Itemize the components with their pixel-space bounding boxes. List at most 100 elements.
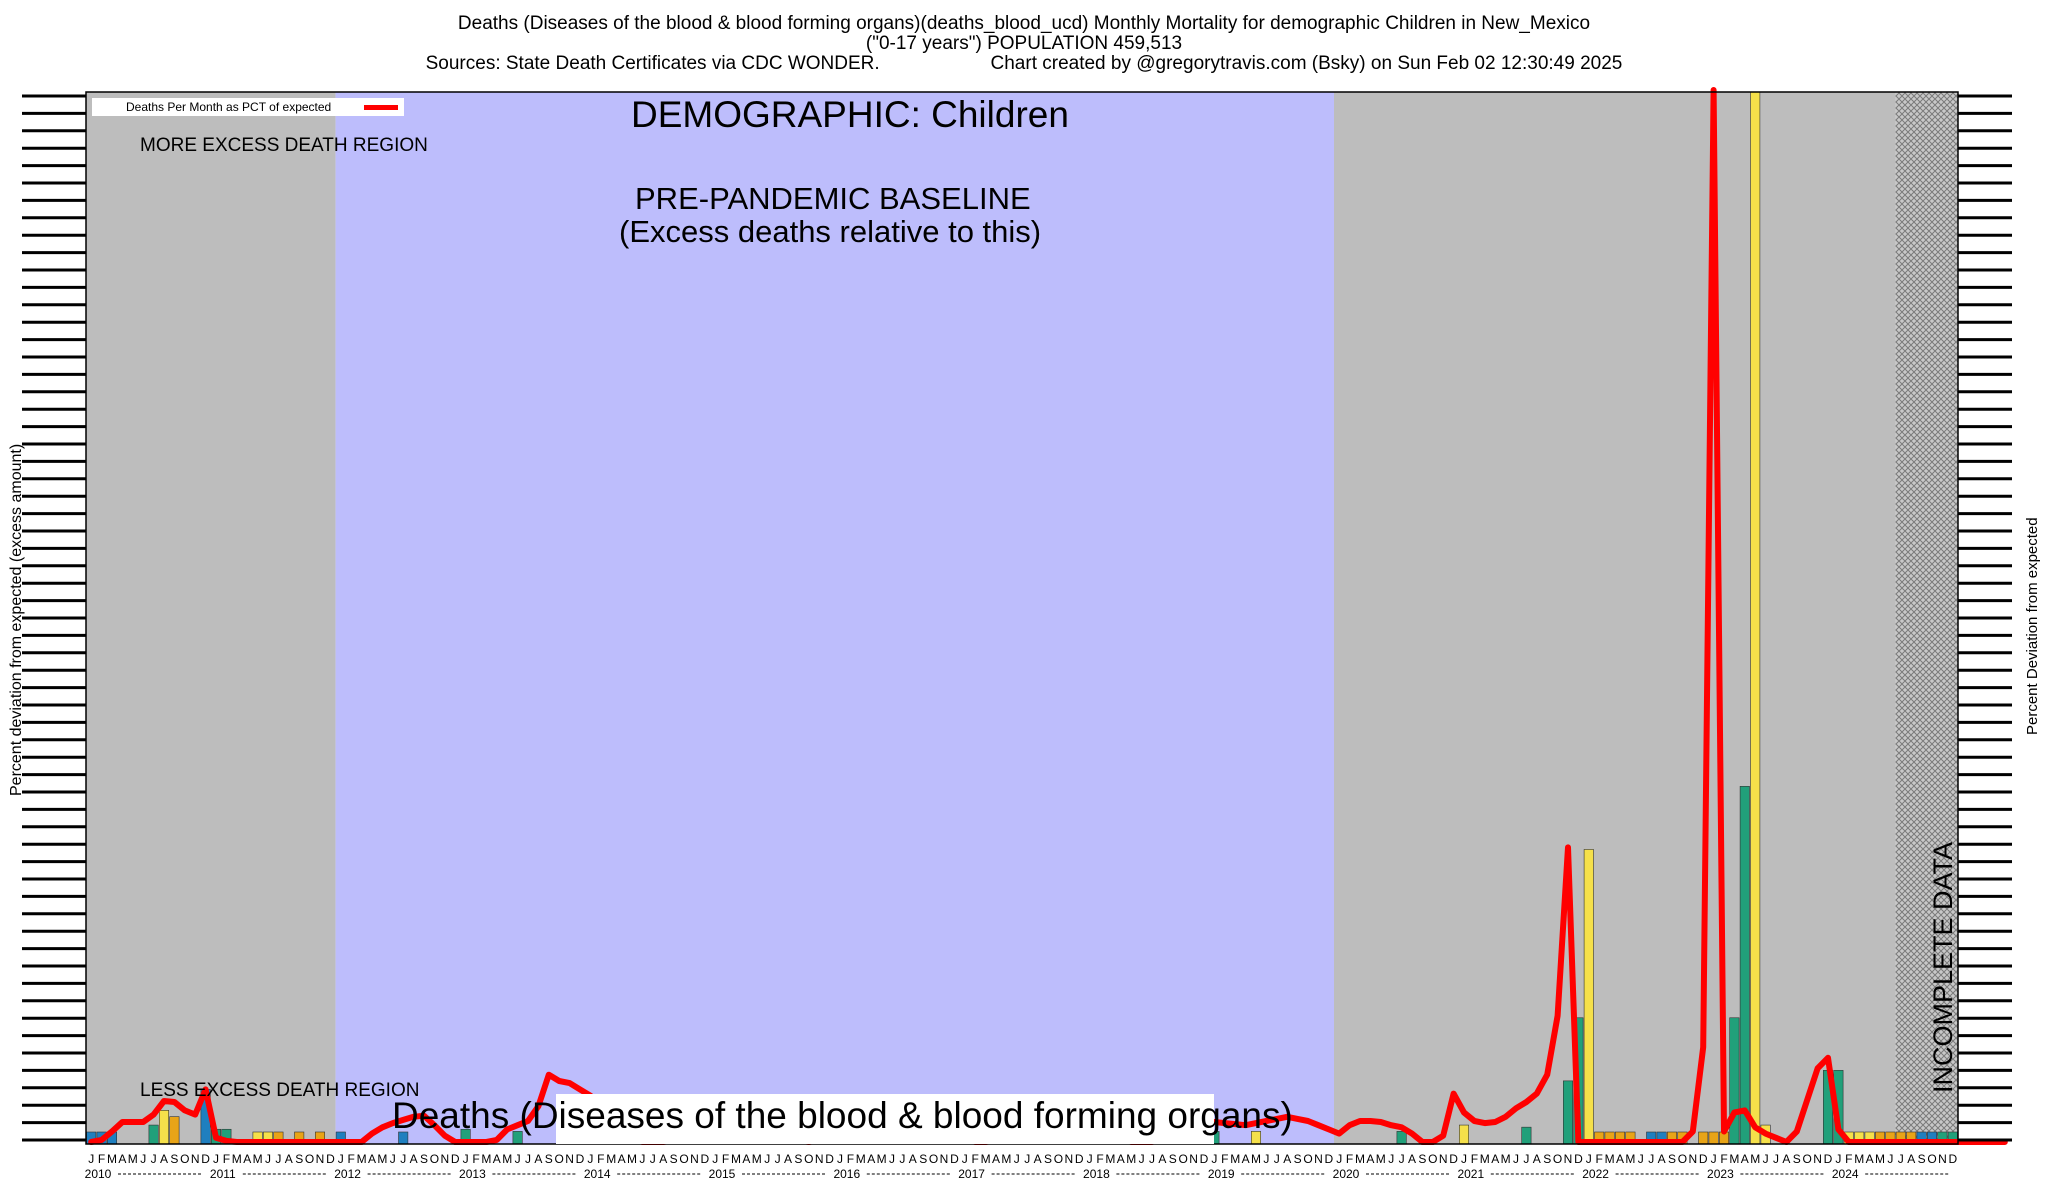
less-excess-label: LESS EXCESS DEATH REGION [140,1080,420,1101]
x-tick-label: A [534,1152,542,1166]
x-tick-label: M [377,1152,387,1166]
x-tick-label: J [275,1152,281,1166]
x-tick-label: S [1169,1152,1177,1166]
x-tick-label: J [525,1152,531,1166]
x-tick-label: O [305,1152,314,1166]
x-tick-label: J [1763,1152,1769,1166]
x-tick-label: M [481,1152,491,1166]
x-tick-label: J [962,1152,968,1166]
x-tick-label: N [815,1152,824,1166]
x-tick-label: D [1699,1152,1708,1166]
x-tick-label: J [889,1152,895,1166]
x-tick-label: J [1773,1152,1779,1166]
chart-subtitle: ("0-17 years") POPULATION 459,513 [865,33,1183,54]
x-tick-label: M [1854,1152,1864,1166]
x-tick-label: J [1139,1152,1145,1166]
x-tick-label: M [1376,1152,1386,1166]
x-year-label: 2019 [1208,1167,1235,1181]
x-tick-label: N [1064,1152,1073,1166]
x-tick-label: M [253,1152,263,1166]
x-tick-label: A [618,1152,626,1166]
region-more_excess [86,92,336,1144]
x-tick-label: O [1803,1152,1812,1166]
x-tick-label: A [118,1152,126,1166]
x-tick-label: J [1211,1152,1217,1166]
x-tick-label: A [784,1152,792,1166]
demographic-label: DEMOGRAPHIC: Children [631,94,1069,135]
x-tick-label: O [1678,1152,1687,1166]
region-pandemic [1334,92,1896,1144]
x-tick-label: M [1355,1152,1365,1166]
x-tick-label: O [1054,1152,1063,1166]
x-tick-label: F [472,1152,479,1166]
x-tick-label: J [1274,1152,1280,1166]
x-year-label: 2024 [1832,1167,1859,1181]
baseline-sublabel: (Excess deaths relative to this) [619,214,1042,249]
x-year-label: 2021 [1457,1167,1484,1181]
x-tick-label: J [650,1152,656,1166]
x-tick-label: A [410,1152,418,1166]
x-year-label: 2018 [1083,1167,1110,1181]
credit-text: Chart created by @gregorytravis.com (Bsk… [990,53,1623,74]
x-tick-label: N [1189,1152,1198,1166]
right-axis [1958,94,2012,1142]
x-tick-label: D [1324,1152,1333,1166]
x-year-label: 2011 [210,1167,236,1181]
bar [1459,1124,1470,1145]
region-incomplete [1895,92,1958,1144]
x-tick-label: F [1720,1152,1727,1166]
x-tick-label: J [463,1152,469,1166]
x-tick-label: S [1543,1152,1551,1166]
baseline-label: PRE-PANDEMIC BASELINE [635,181,1031,216]
x-tick-label: D [451,1152,460,1166]
x-tick-label: M [232,1152,242,1166]
x-tick-label: A [1658,1152,1666,1166]
x-tick-label: J [1461,1152,1467,1166]
x-year-label: 2023 [1707,1167,1734,1181]
x-tick-label: A [1533,1152,1541,1166]
x-tick-label: M [731,1152,741,1166]
x-tick-label: M [981,1152,991,1166]
x-tick-label: A [742,1152,750,1166]
bottom-caption: Deaths (Diseases of the blood & blood fo… [392,1095,1293,1136]
x-tick-label: A [909,1152,917,1166]
x-tick-label: M [1480,1152,1490,1166]
x-tick-label: A [1283,1152,1291,1166]
x-tick-label: O [1179,1152,1188,1166]
x-tick-label: J [140,1152,146,1166]
x-tick-label: D [1574,1152,1583,1166]
x-tick-label: J [88,1152,94,1166]
chart-source-line: Sources: State Death Certificates via CD… [0,54,2048,74]
x-tick-label: S [545,1152,553,1166]
x-tick-label: N [316,1152,325,1166]
bar [1396,1131,1407,1145]
x-tick-label: J [400,1152,406,1166]
x-tick-label: S [1793,1152,1801,1166]
x-tick-label: N [1938,1152,1947,1166]
x-tick-label: A [1741,1152,1749,1166]
source-text: Sources: State Death Certificates via CD… [425,53,880,74]
x-tick-label: J [1898,1152,1904,1166]
x-tick-label: M [1126,1152,1136,1166]
x-year-label: 2017 [958,1167,985,1181]
x-tick-label: J [390,1152,396,1166]
x-tick-label: D [576,1152,585,1166]
x-tick-label: J [1399,1152,1405,1166]
x-tick-label: J [837,1152,843,1166]
bar [1698,1131,1709,1145]
x-tick-label: F [1346,1152,1353,1166]
x-tick-label: A [493,1152,501,1166]
chart-title: Deaths (Diseases of the blood & blood fo… [457,13,1591,34]
x-tick-label: J [338,1152,344,1166]
x-tick-label: S [1668,1152,1676,1166]
x-tick-label: J [775,1152,781,1166]
x-tick-label: D [1200,1152,1209,1166]
x-tick-label: S [295,1152,303,1166]
bar [1521,1126,1532,1145]
x-tick-label: S [1418,1152,1426,1166]
bar [148,1124,159,1145]
x-tick-label: M [1251,1152,1261,1166]
x-tick-label: J [1586,1152,1592,1166]
x-tick-label: J [1087,1152,1093,1166]
x-tick-label: D [825,1152,834,1166]
